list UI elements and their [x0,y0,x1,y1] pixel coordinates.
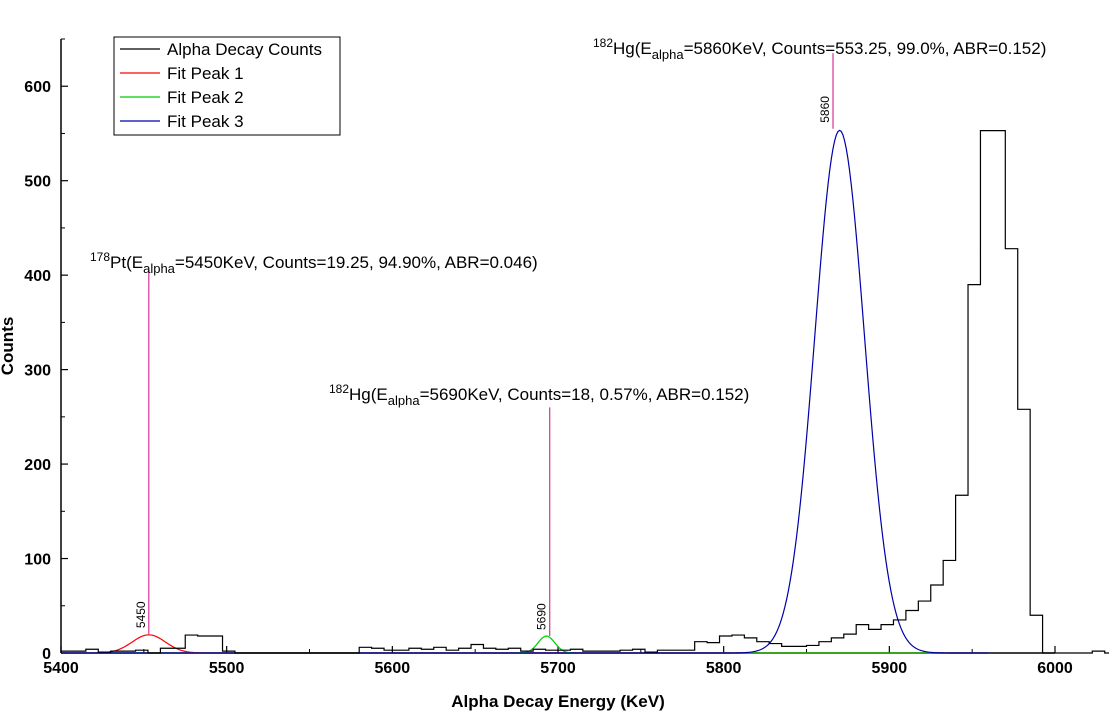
annotation-values: =5690KeV, Counts=18, 0.57%, ABR=0.152) [420,385,750,404]
annotation-mass-number: 178 [90,250,110,264]
y-tick-label-200: 200 [24,457,51,474]
y-tick-label-100: 100 [24,552,51,569]
x-tick-label-6000: 6000 [1037,660,1073,677]
annotation-element: Pt [110,253,126,272]
y-tick-label-0: 0 [42,646,51,663]
y-tick-label-600: 600 [24,79,51,96]
peak-markers: 5450 5690 5860 [134,53,834,636]
peak-marker-label-5690: 5690 [535,603,549,630]
alpha-decay-counts-histogram [60,130,1109,654]
annotation-mass-number: 182 [329,382,349,396]
y-ticks: 0 100 200 300 400 500 600 [24,38,68,663]
annotation-prefix: (E [635,39,652,58]
peak-marker-label-5860: 5860 [818,96,832,123]
y-tick-label-500: 500 [24,174,51,191]
legend-label-0: Alpha Decay Counts [167,40,322,59]
annotation-subscript: alpha [143,261,176,276]
x-tick-label-5400: 5400 [43,660,79,677]
annotation-values: =5450KeV, Counts=19.25, 94.90%, ABR=0.04… [175,253,538,272]
y-tick-label-400: 400 [24,268,51,285]
annotation-hg182-5690: 182Hg(Ealpha=5690KeV, Counts=18, 0.57%, … [329,382,749,408]
annotation-hg182-5860: 182Hg(Ealpha=5860KeV, Counts=553.25, 99.… [593,36,1046,62]
annotation-subscript: alpha [652,47,685,62]
y-axis-title: Counts [0,317,17,376]
annotation-subscript: alpha [388,393,421,408]
y-tick-label-300: 300 [24,363,51,380]
annotation-element: Hg [349,385,371,404]
x-tick-label-5900: 5900 [872,660,908,677]
fit-peak-3-curve [61,129,989,654]
annotation-mass-number: 182 [593,36,613,50]
annotation-pt178: 178Pt(Ealpha=5450KeV, Counts=19.25, 94.9… [90,250,538,276]
legend-label-3: Fit Peak 3 [167,112,244,131]
peak-marker-label-5450: 5450 [134,601,148,628]
legend: Alpha Decay Counts Fit Peak 1 Fit Peak 2 Fi… [113,36,341,136]
legend-box [113,36,341,136]
x-tick-label-5800: 5800 [706,660,742,677]
legend-label-1: Fit Peak 1 [167,64,244,83]
peak-annotations: 178Pt(Ealpha=5450KeV, Counts=19.25, 94.9… [90,36,1046,408]
x-axis-title: Alpha Decay Energy (KeV) [451,692,665,711]
annotation-values: =5860KeV, Counts=553.25, 99.0%, ABR=0.15… [684,39,1047,58]
x-tick-label-5500: 5500 [209,660,245,677]
fit-curves [61,129,989,654]
annotation-element: Hg [613,39,635,58]
x-ticks: 5400 5500 5600 5700 5800 5900 6000 [43,646,1073,677]
x-tick-label-5700: 5700 [540,660,576,677]
annotation-prefix: (E [371,385,388,404]
annotation-prefix: (E [126,253,143,272]
legend-label-2: Fit Peak 2 [167,88,244,107]
x-tick-label-5600: 5600 [375,660,411,677]
